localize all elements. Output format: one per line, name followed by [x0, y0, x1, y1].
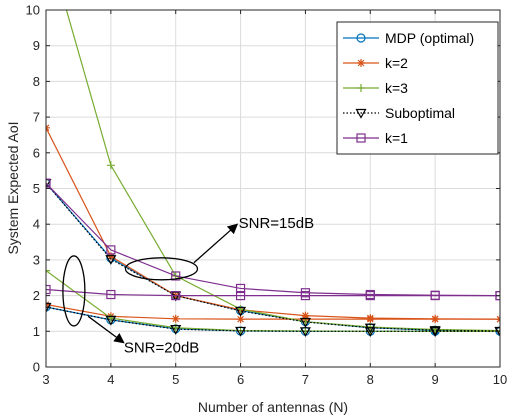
- triangle-marker: [429, 327, 441, 338]
- series-line: [46, 182, 500, 332]
- x-tick-label: 9: [432, 372, 439, 387]
- annotation-ellipse: [124, 257, 199, 281]
- annotation-ellipse: [62, 255, 86, 327]
- circle-marker: [46, 302, 51, 312]
- y-tick-label: 3: [33, 252, 40, 267]
- legend-label: k=3: [385, 80, 408, 96]
- asterisk-marker: [171, 314, 180, 323]
- annotation-label: SNR=20dB: [124, 340, 199, 357]
- square-marker: [171, 291, 181, 301]
- ticks: 3 4 5 6 7 8 9 10 0 1 2 3 4 5 6 7 8 9 10: [26, 3, 508, 388]
- series-k-1: [46, 178, 500, 301]
- annotation-label: SNR=15dB: [239, 215, 314, 232]
- series-group: [46, 10, 500, 338]
- legend: MDP (optimal) k=2 k=3 Suboptimal k=1: [336, 21, 499, 155]
- x-tick-label: 10: [493, 372, 507, 387]
- x-tick-label: 6: [237, 372, 244, 387]
- annotations: SNR=15dB SNR=20dB: [62, 215, 314, 357]
- triangle-marker: [364, 327, 376, 338]
- annotation-arrow: [193, 223, 239, 264]
- square-marker: [356, 133, 366, 143]
- x-axis-title: Number of antennas (N): [198, 399, 348, 415]
- triangle-marker: [170, 325, 182, 335]
- asterisk-marker: [431, 315, 440, 324]
- triangle-marker: [105, 315, 117, 326]
- y-tick-label: 6: [33, 145, 40, 160]
- annotation-1: SNR=20dB: [62, 255, 199, 357]
- square-marker: [365, 291, 375, 301]
- square-marker: [106, 245, 116, 255]
- plus-marker: [357, 84, 365, 92]
- square-marker: [46, 284, 51, 295]
- plus-marker: [106, 314, 115, 323]
- x-tick-label: 4: [107, 372, 114, 387]
- triangle-marker: [355, 108, 367, 119]
- y-tick-label: 1: [33, 324, 40, 339]
- series-line: [46, 303, 500, 320]
- triangle-marker: [299, 327, 311, 338]
- x-tick-label: 7: [302, 372, 309, 387]
- legend-label: k=1: [385, 130, 408, 146]
- plus-marker: [236, 305, 245, 314]
- y-tick-label: 9: [33, 38, 40, 53]
- series-line: [46, 306, 500, 332]
- y-axis-title: System Expected AoI: [5, 121, 21, 254]
- legend-label: k=2: [385, 55, 408, 71]
- asterisk-marker: [357, 59, 365, 67]
- plus-marker: [106, 161, 115, 170]
- triangle-marker: [46, 302, 52, 313]
- triangle-marker: [105, 255, 117, 265]
- x-tick-label: 3: [42, 372, 49, 387]
- legend-entry: k=3: [343, 80, 408, 96]
- x-tick-label: 8: [367, 372, 374, 387]
- square-marker: [235, 283, 246, 294]
- plus-marker: [46, 266, 50, 275]
- y-tick-label: 4: [33, 217, 40, 232]
- triangle-marker: [46, 179, 52, 189]
- legend-entry: k=2: [343, 55, 408, 71]
- x-tick-label: 5: [172, 372, 179, 387]
- triangle-marker: [299, 317, 311, 328]
- y-tick-label: 5: [33, 181, 40, 196]
- legend-label: Suboptimal: [385, 105, 455, 121]
- y-tick-label: 2: [33, 288, 40, 303]
- y-tick-label: 7: [33, 110, 40, 125]
- square-marker: [106, 289, 116, 300]
- square-marker: [300, 291, 311, 301]
- series-line: [65, 10, 500, 332]
- series-line: [46, 288, 500, 297]
- square-marker: [46, 178, 51, 188]
- y-tick-label: 10: [26, 3, 40, 18]
- triangle-marker: [235, 306, 247, 317]
- square-marker: [430, 291, 440, 301]
- circle-marker: [356, 33, 366, 43]
- legend-label: MDP (optimal): [385, 30, 474, 46]
- y-tick-label: 0: [33, 360, 40, 375]
- y-tick-label: 8: [33, 74, 40, 89]
- annotation-arrow: [87, 315, 125, 344]
- legend-entry: Suboptimal: [343, 105, 455, 121]
- asterisk-marker: [366, 315, 375, 324]
- square-marker: [171, 271, 181, 281]
- legend-entry: k=1: [343, 130, 408, 146]
- triangle-marker: [235, 326, 247, 337]
- annotation-0: SNR=15dB: [124, 215, 314, 281]
- square-marker: [235, 291, 246, 301]
- asterisk-marker: [236, 315, 245, 324]
- legend-entry: MDP (optimal): [343, 30, 474, 46]
- asterisk-marker: [106, 252, 115, 261]
